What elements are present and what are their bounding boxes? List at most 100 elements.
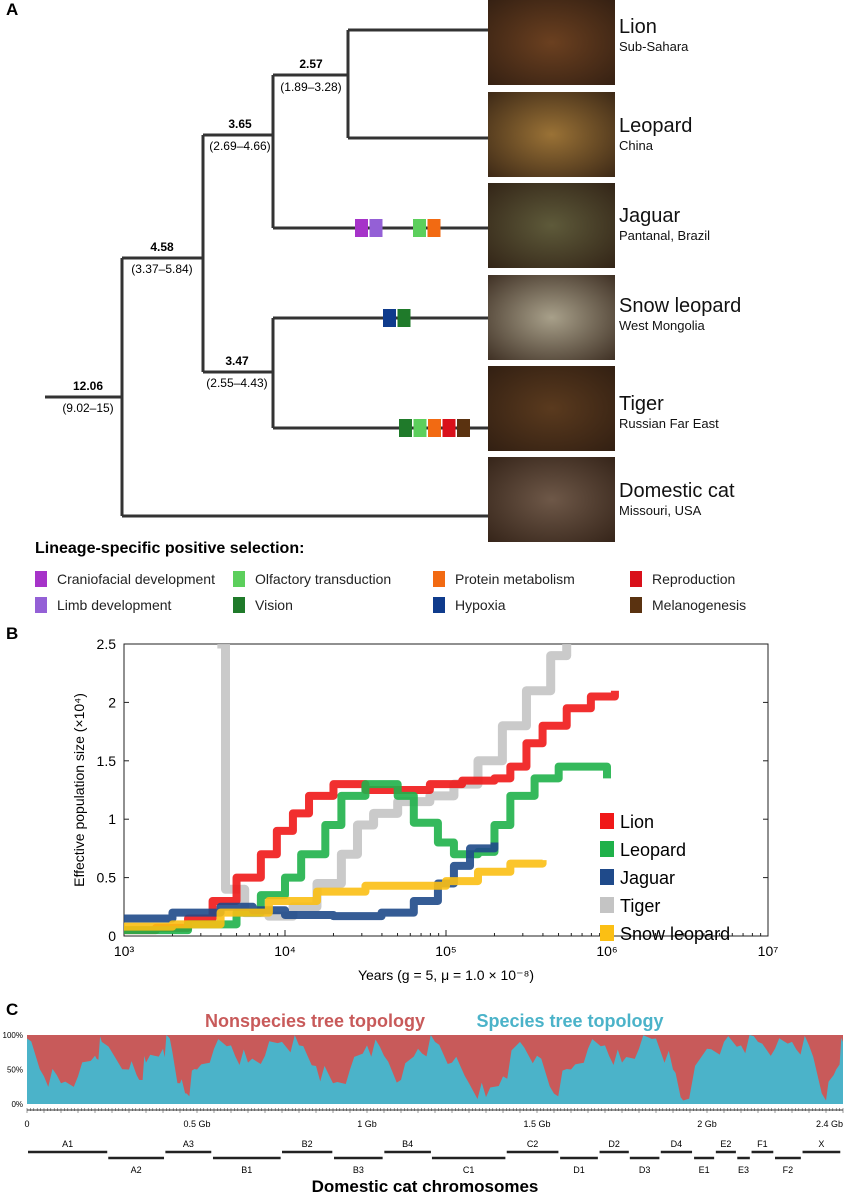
species-location: Sub-Sahara xyxy=(619,39,689,54)
x-tick-label: 0.5 Gb xyxy=(183,1119,210,1129)
chromosome-label: C2 xyxy=(527,1139,539,1149)
leopard-photo xyxy=(488,92,615,177)
selection-marker xyxy=(428,419,441,437)
chromosome-label: D3 xyxy=(639,1165,651,1175)
chromosome-label: E2 xyxy=(720,1139,731,1149)
chromosome-label: D4 xyxy=(671,1139,683,1149)
series-label-nonspecies: Nonspecies tree topology xyxy=(205,1011,425,1031)
chromosome-label: X xyxy=(818,1139,824,1149)
x-tick-label: 2 Gb xyxy=(697,1119,717,1129)
chromosome-label: F2 xyxy=(783,1165,794,1175)
legend-label: Jaguar xyxy=(620,868,675,888)
legend-item: Craniofacial development xyxy=(35,566,233,592)
chromosome-label: A3 xyxy=(183,1139,194,1149)
swatch xyxy=(630,597,642,613)
x-tick-label: 10⁵ xyxy=(435,943,456,959)
node-ci: (2.69–4.66) xyxy=(209,139,271,153)
series-line-lion xyxy=(124,690,619,935)
selection-marker xyxy=(399,419,412,437)
species-name: Tiger xyxy=(619,393,664,415)
legend-label: Lion xyxy=(620,812,654,832)
species-name: Snow leopard xyxy=(619,295,742,317)
series-label-species: Species tree topology xyxy=(476,1011,663,1031)
legend-title: Lineage-specific positive selection: xyxy=(35,540,305,557)
legend-swatch xyxy=(600,869,614,885)
species-location: West Mongolia xyxy=(619,318,705,333)
species-location: Missouri, USA xyxy=(619,503,702,518)
x-tick-label: 10³ xyxy=(114,943,135,959)
species-name: Domestic cat xyxy=(619,480,735,502)
node-age: 3.65 xyxy=(228,117,252,131)
y-tick-label: 2 xyxy=(108,694,116,710)
panel-label-b: B xyxy=(6,624,19,643)
selection-legend: Craniofacial development Limb developmen… xyxy=(35,566,810,618)
swatch xyxy=(233,597,245,613)
chromosome-label: D1 xyxy=(573,1165,585,1175)
selection-marker xyxy=(413,419,427,437)
species-location: Pantanal, Brazil xyxy=(619,228,711,243)
node-ci: (3.37–5.84) xyxy=(131,262,193,276)
x-tick-label: 1 Gb xyxy=(357,1119,377,1129)
selection-marker xyxy=(457,419,470,437)
chromosome-label: A1 xyxy=(62,1139,73,1149)
tree-branches xyxy=(45,28,488,518)
legend-label: Snow leopard xyxy=(620,924,730,944)
chromosome-label: D2 xyxy=(608,1139,620,1149)
x-tick-label: 2.4 Gb xyxy=(816,1119,843,1129)
legend-item: Protein metabolism xyxy=(433,566,630,592)
phylogenetic-tree xyxy=(45,28,488,518)
x-tick-label: 10⁷ xyxy=(758,943,779,959)
legend-label: Leopard xyxy=(620,840,686,860)
legend-swatch xyxy=(600,841,614,857)
species-name: Lion xyxy=(619,16,657,38)
legend-item: Vision xyxy=(233,592,433,618)
selection-markers xyxy=(355,219,470,437)
series-line-leopard xyxy=(124,762,611,935)
area-species xyxy=(27,1035,843,1104)
selection-marker xyxy=(383,309,396,327)
legend-swatch xyxy=(600,813,614,829)
y-tick-label: 0 xyxy=(108,928,116,944)
legend-item: Limb development xyxy=(35,592,233,618)
legend-item: Olfactory transduction xyxy=(233,566,433,592)
chromosome-label: B2 xyxy=(302,1139,313,1149)
psmc-chart: 0 0.5 1 1.5 2 2.5 10³ 10⁴ 10⁵ 10⁶ 10⁷ Years (g = 5,… xyxy=(71,636,779,983)
y-tick-label: 2.5 xyxy=(97,636,117,652)
chromosome-label: B4 xyxy=(402,1139,413,1149)
x-axis-label: Years (g = 5, μ = 1.0 × 10⁻⁸) xyxy=(358,967,534,983)
y-axis-label: Effective population size (×10⁴) xyxy=(71,693,87,887)
series-group xyxy=(124,644,619,935)
selection-marker xyxy=(369,219,383,237)
x-tick-label: 1.5 Gb xyxy=(523,1119,550,1129)
species-name: Jaguar xyxy=(619,205,681,227)
plot-frame xyxy=(123,643,769,937)
legend-label: Tiger xyxy=(620,896,660,916)
lion-photo xyxy=(488,0,615,85)
chromosome-label: A2 xyxy=(131,1165,142,1175)
x-tick-label: 10⁴ xyxy=(274,943,296,959)
selection-marker xyxy=(355,219,368,237)
swatch xyxy=(433,597,445,613)
chromosome-label: E1 xyxy=(699,1165,710,1175)
swatch xyxy=(35,571,47,587)
selection-marker xyxy=(397,309,411,327)
y-tick-label: 100% xyxy=(3,1031,23,1040)
chromosome-label: F1 xyxy=(757,1139,768,1149)
legend-item: Reproduction xyxy=(630,566,810,592)
x-tick-label: 0 xyxy=(24,1119,29,1129)
chromosome-label: B1 xyxy=(241,1165,252,1175)
series-line-snow-leopard xyxy=(124,859,547,931)
swatch xyxy=(433,571,445,587)
node-age: 2.57 xyxy=(299,57,323,71)
topology-chart: Nonspecies tree topology Species tree top… xyxy=(3,1011,844,1196)
legend-item: Melanogenesis xyxy=(630,592,810,618)
swatch xyxy=(233,571,245,587)
node-age: 4.58 xyxy=(150,240,174,254)
panel-label-a: A xyxy=(6,0,19,19)
node-ci: (9.02–15) xyxy=(62,401,114,415)
legend-swatch xyxy=(600,897,614,913)
selection-marker xyxy=(427,219,441,237)
chromosome-label: B3 xyxy=(353,1165,364,1175)
legend-swatch xyxy=(600,925,614,941)
